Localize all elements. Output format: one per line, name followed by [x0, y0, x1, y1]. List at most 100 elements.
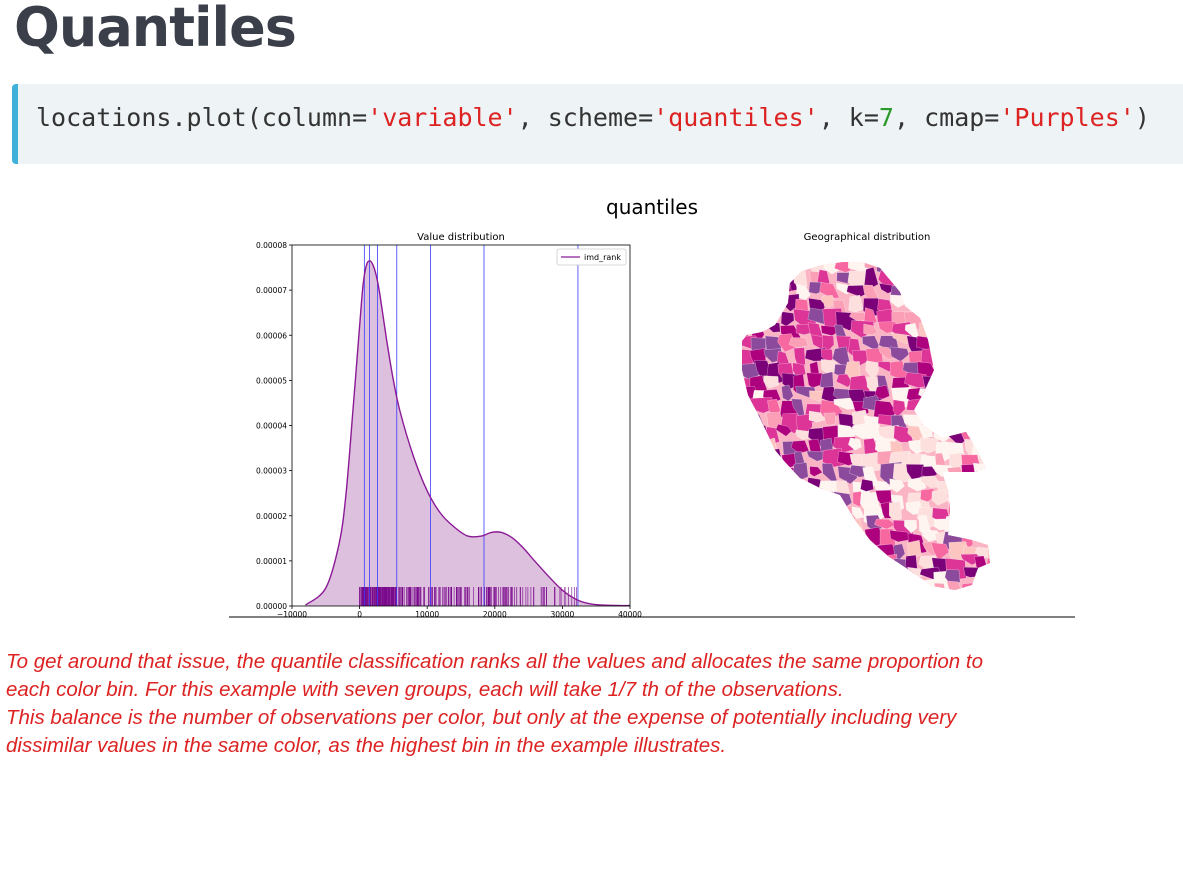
map-cell — [963, 377, 979, 391]
map-cell — [779, 502, 799, 516]
map-cell — [750, 530, 766, 544]
map-cell — [986, 439, 990, 456]
map-cell — [890, 346, 910, 362]
map-cell — [836, 515, 852, 538]
map-cell — [833, 364, 849, 378]
bin-edges-layer — [363, 245, 579, 606]
map-cell — [932, 295, 950, 310]
x-tick-label: 20000 — [483, 610, 507, 619]
map-cell — [931, 411, 958, 432]
map-cell — [949, 332, 972, 347]
map-cell — [742, 397, 750, 413]
map-cell — [906, 398, 928, 412]
map-cell — [816, 556, 838, 572]
map-cell — [823, 262, 843, 275]
map-cell — [821, 503, 839, 518]
map-cell — [933, 281, 949, 302]
map-cell — [742, 296, 759, 317]
map-cell — [762, 266, 788, 283]
map-cell — [752, 555, 767, 575]
map-cell — [874, 385, 890, 400]
map-cell — [961, 283, 979, 302]
map-cell — [790, 440, 810, 454]
map-cell — [742, 262, 750, 273]
map-cell — [821, 295, 837, 308]
map-cell — [958, 320, 973, 337]
map-cell — [833, 397, 857, 410]
map-cell — [986, 503, 990, 519]
density-line-layer — [305, 260, 631, 607]
map-cell — [742, 545, 756, 568]
map-cell — [904, 323, 919, 338]
map-cell — [754, 584, 771, 590]
density-area — [305, 260, 630, 606]
map-cell — [877, 554, 898, 576]
map-cell — [742, 310, 748, 330]
map-cell — [963, 401, 979, 421]
map-cell — [767, 583, 790, 590]
map-cell — [819, 282, 840, 299]
map-cell — [891, 569, 910, 588]
rug-layer — [359, 587, 577, 606]
map-cell — [762, 292, 778, 312]
map-cell — [835, 580, 857, 590]
map-cell — [823, 567, 836, 582]
map-cell — [807, 529, 829, 545]
map-cell — [962, 348, 975, 371]
y-tick-label: 0.00003 — [256, 467, 287, 476]
map-cell — [975, 571, 990, 590]
map-cell — [961, 582, 984, 590]
map-cell — [762, 285, 778, 300]
map-cell — [767, 527, 780, 540]
map-cell — [863, 554, 882, 577]
map-cell — [766, 262, 781, 281]
map-cell — [987, 463, 990, 478]
map-cell — [986, 518, 990, 533]
map-cell — [788, 337, 809, 348]
map-cell — [949, 347, 966, 363]
map-cell — [948, 304, 963, 326]
map-cell — [907, 540, 922, 557]
map-cell — [907, 262, 925, 275]
legend-label: imd_rank — [584, 253, 621, 262]
map-cell — [750, 262, 766, 273]
map-cell — [957, 270, 976, 288]
map-cell — [934, 389, 948, 407]
map-title: Geographical distribution — [804, 232, 931, 243]
map-cell — [803, 584, 817, 590]
map-cell — [792, 581, 816, 590]
map-cell — [975, 517, 990, 531]
map-cell — [848, 437, 862, 451]
map-cell — [863, 323, 878, 336]
map-cell — [990, 581, 1012, 596]
map-cell — [978, 359, 990, 377]
map-cell — [891, 262, 905, 268]
map-cell — [948, 501, 967, 522]
x-tick-label: −10000 — [277, 610, 307, 619]
map-cell — [992, 529, 1006, 546]
y-tick-label: 0.00004 — [256, 422, 287, 431]
map-cell — [764, 464, 784, 480]
map-cell — [820, 325, 840, 336]
map-cell — [961, 493, 980, 504]
map-cell — [962, 308, 983, 323]
map-cell — [748, 514, 772, 527]
map-cell — [742, 476, 758, 487]
map-cell — [762, 437, 778, 458]
x-tick-label: 10000 — [415, 610, 439, 619]
map-cell — [850, 544, 872, 564]
map-cell — [751, 493, 775, 516]
map-cell — [975, 423, 990, 447]
map-cell — [986, 557, 990, 573]
map-cell — [864, 266, 879, 289]
map-cell — [972, 377, 990, 399]
map-cell — [809, 466, 823, 477]
density-line-imd_rank — [305, 260, 631, 607]
map-cell — [918, 267, 938, 282]
map-cell — [989, 358, 990, 374]
map-cell — [879, 572, 893, 590]
map-cell — [889, 501, 902, 521]
map-cell — [964, 518, 987, 533]
map-cell — [904, 520, 917, 534]
